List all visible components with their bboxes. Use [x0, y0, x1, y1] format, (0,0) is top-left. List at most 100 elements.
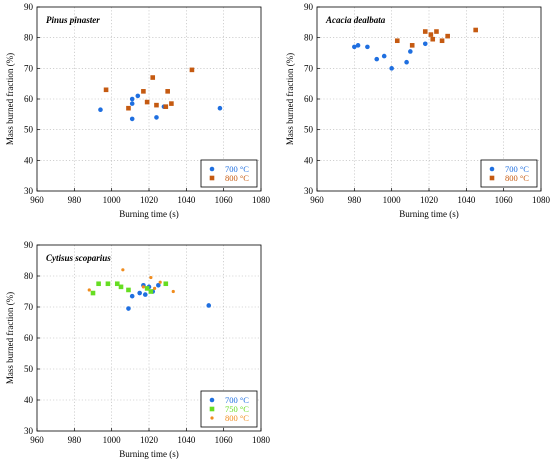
data-point-series-1 [365, 44, 370, 50]
data-point-series-2 [169, 101, 174, 106]
y-tick-label: 70 [304, 63, 314, 73]
data-point-series-1 [154, 115, 159, 120]
y-tick-label: 70 [24, 63, 34, 73]
data-point-series-2 [105, 281, 111, 287]
x-tick-label: 1020 [140, 435, 159, 445]
chart-title: Pinus pinaster [46, 15, 100, 25]
y-tick-label: 60 [304, 94, 314, 104]
data-point-series-1 [135, 93, 141, 99]
data-point-series-2 [445, 33, 450, 39]
data-point-series-1 [137, 290, 142, 296]
data-point-series-2 [144, 99, 150, 105]
x-tick-label: 1000 [103, 195, 122, 205]
x-tick-label: 980 [68, 195, 82, 205]
legend-label: 700 °C [505, 164, 529, 174]
data-point-series-2 [90, 290, 96, 296]
data-point-series-2 [154, 102, 159, 108]
x-axis-label: Burning time (s) [399, 209, 459, 219]
data-point-series-1 [126, 306, 131, 311]
y-tick-label: 90 [24, 240, 34, 250]
data-point-series-1 [355, 43, 361, 48]
data-point-series-1 [408, 49, 413, 54]
y-tick-label: 50 [24, 125, 34, 135]
x-tick-label: 1020 [140, 195, 159, 205]
data-point-series-1 [156, 283, 161, 288]
x-tick-label: 1080 [252, 195, 271, 205]
x-tick-label: 1040 [177, 435, 196, 445]
data-point-series-2 [150, 75, 156, 80]
legend-marker [209, 166, 215, 172]
data-point-series-3 [158, 280, 162, 284]
y-tick-label: 80 [304, 33, 314, 43]
y-axis-label: Mass burned fraction (%) [285, 53, 295, 145]
y-tick-label: 70 [24, 302, 34, 312]
y-tick-label: 30 [24, 186, 34, 196]
data-point-series-3 [141, 285, 145, 289]
data-point-series-2 [118, 284, 124, 290]
legend-box [200, 159, 258, 188]
x-tick-label: 980 [348, 195, 362, 205]
data-point-series-1 [404, 59, 409, 65]
x-tick-label: 1000 [383, 195, 402, 205]
x-tick-label: 1000 [103, 435, 122, 445]
y-tick-label: 60 [24, 94, 34, 104]
data-point-series-2 [394, 38, 400, 44]
data-point-series-3 [171, 289, 175, 294]
legend-box [480, 159, 538, 188]
data-point-series-1 [98, 107, 103, 113]
data-point-series-2 [163, 281, 169, 287]
x-tick-label: 1060 [215, 195, 234, 205]
legend-label: 800 °C [225, 413, 249, 423]
data-point-series-1 [389, 66, 394, 71]
legend-label: 800 °C [505, 173, 529, 183]
data-point-series-1 [206, 303, 212, 308]
legend-marker [489, 175, 495, 181]
legend-marker [209, 406, 215, 412]
y-tick-label: 60 [24, 333, 34, 343]
data-point-series-1 [129, 116, 135, 122]
data-point-series-1 [422, 41, 428, 47]
legend-marker [209, 175, 215, 181]
x-tick-label: 1040 [177, 195, 196, 205]
data-point-series-3 [87, 288, 91, 292]
y-tick-label: 40 [24, 155, 34, 165]
data-point-series-2 [114, 281, 120, 287]
legend-marker [209, 397, 215, 403]
legend-marker [210, 416, 214, 420]
x-tick-label: 1080 [532, 195, 550, 205]
data-point-series-2 [434, 29, 439, 34]
data-point-series-2 [428, 32, 434, 37]
y-tick-label: 40 [304, 155, 314, 165]
x-tick-label: 960 [30, 435, 44, 445]
chart-title: Cytisus scoparius [46, 253, 111, 263]
legend-label: 700 °C [225, 395, 249, 405]
data-point-series-2 [165, 89, 170, 94]
x-tick-label: 1080 [252, 435, 271, 445]
data-point-series-2 [473, 27, 478, 33]
x-tick-label: 960 [310, 195, 324, 205]
y-axis-label: Mass burned fraction (%) [5, 292, 15, 384]
data-point-series-2 [439, 38, 445, 44]
data-point-series-2 [126, 105, 131, 111]
legend-label: 750 °C [225, 404, 249, 414]
data-point-series-2 [126, 287, 131, 293]
data-point-series-3 [149, 275, 153, 280]
data-point-series-2 [141, 89, 146, 94]
legend-label: 800 °C [225, 173, 249, 183]
data-point-series-1 [374, 56, 380, 62]
data-point-series-2 [96, 281, 101, 287]
y-axis-label: Mass burned fraction (%) [5, 53, 15, 145]
data-point-series-2 [163, 104, 169, 109]
chart-panel-1: 960 980 1000 1020 1040 1060 1080 30 40 50 60 70 80 90… [5, 2, 271, 219]
chart-panel-2: 960 980 1000 1020 1040 1060 1080 30 40 50 60 70 80 90… [285, 2, 550, 219]
data-point-series-2 [409, 43, 415, 48]
chart-title: Acacia dealbata [325, 15, 386, 25]
data-point-series-1 [142, 292, 148, 297]
x-axis-label: Burning time (s) [119, 449, 179, 459]
data-point-series-2 [422, 29, 428, 34]
y-tick-label: 80 [24, 33, 34, 43]
x-tick-label: 1060 [495, 195, 514, 205]
y-tick-label: 30 [24, 426, 34, 436]
